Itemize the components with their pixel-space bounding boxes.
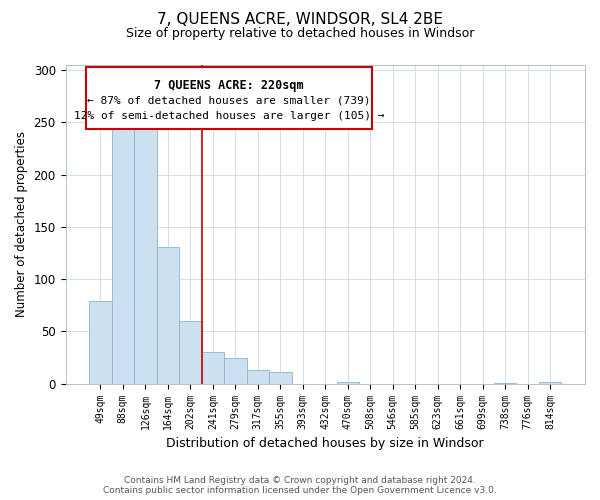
Bar bbox=[539, 382, 562, 384]
Text: Size of property relative to detached houses in Windsor: Size of property relative to detached ho… bbox=[126, 28, 474, 40]
Bar bbox=[494, 382, 517, 384]
Text: Contains HM Land Registry data © Crown copyright and database right 2024.: Contains HM Land Registry data © Crown c… bbox=[124, 476, 476, 485]
Bar bbox=[89, 301, 112, 384]
Text: 7 QUEENS ACRE: 220sqm: 7 QUEENS ACRE: 220sqm bbox=[154, 80, 304, 92]
X-axis label: Distribution of detached houses by size in Windsor: Distribution of detached houses by size … bbox=[166, 437, 484, 450]
Bar bbox=[269, 372, 292, 384]
Text: ← 87% of detached houses are smaller (739): ← 87% of detached houses are smaller (73… bbox=[88, 96, 371, 106]
Bar bbox=[157, 247, 179, 384]
Bar bbox=[337, 382, 359, 384]
Bar bbox=[134, 126, 157, 384]
Bar bbox=[202, 352, 224, 384]
Text: 12% of semi-detached houses are larger (105) →: 12% of semi-detached houses are larger (… bbox=[74, 111, 385, 121]
Text: Contains public sector information licensed under the Open Government Licence v3: Contains public sector information licen… bbox=[103, 486, 497, 495]
Text: 7, QUEENS ACRE, WINDSOR, SL4 2BE: 7, QUEENS ACRE, WINDSOR, SL4 2BE bbox=[157, 12, 443, 28]
Bar bbox=[224, 358, 247, 384]
Bar bbox=[112, 122, 134, 384]
FancyBboxPatch shape bbox=[86, 66, 372, 128]
Bar bbox=[247, 370, 269, 384]
Y-axis label: Number of detached properties: Number of detached properties bbox=[15, 132, 28, 318]
Bar bbox=[179, 321, 202, 384]
